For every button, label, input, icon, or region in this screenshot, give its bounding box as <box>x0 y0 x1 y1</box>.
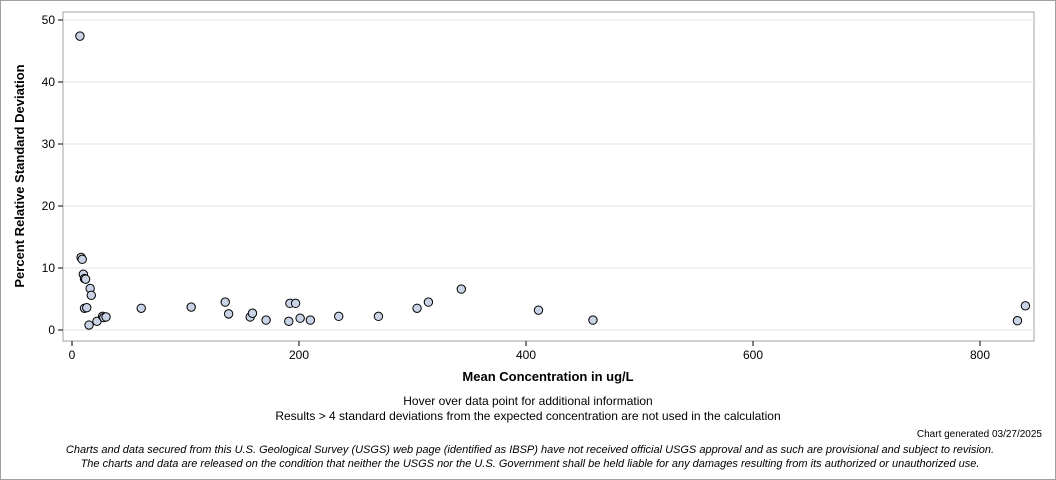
data-point[interactable] <box>588 315 598 325</box>
y-tick-label: 20 <box>42 199 56 213</box>
y-tick-label: 40 <box>42 75 56 89</box>
data-point[interactable] <box>290 298 301 309</box>
scatter-chart: 0 10 20 30 40 50 0 200 400 600 800 Mean Concentrat… <box>12 11 1035 384</box>
data-point[interactable] <box>80 274 91 284</box>
x-tick-label: 0 <box>69 348 76 362</box>
data-point[interactable] <box>186 302 196 312</box>
hover-note: Hover over data point for additional inf… <box>403 394 653 408</box>
data-point[interactable] <box>456 284 467 294</box>
data-point[interactable] <box>533 305 544 315</box>
y-axis-title: Percent Relative Standard Deviation <box>12 64 27 287</box>
data-point[interactable] <box>86 290 96 300</box>
data-point[interactable] <box>284 316 294 327</box>
y-tick-label: 50 <box>42 13 56 27</box>
data-point[interactable] <box>223 309 234 319</box>
y-tick-label: 10 <box>42 261 56 275</box>
x-axis-title: Mean Concentration in ug/L <box>462 369 633 384</box>
data-point[interactable] <box>101 312 111 322</box>
data-point[interactable] <box>261 315 271 325</box>
disclaimer-line-1: Charts and data secured from this U.S. G… <box>65 444 995 456</box>
x-tick-label: 400 <box>516 348 536 362</box>
y-tick-label: 0 <box>48 323 55 337</box>
data-point[interactable] <box>423 297 434 307</box>
data-point[interactable] <box>1012 316 1023 326</box>
data-point[interactable] <box>247 308 258 318</box>
data-point[interactable] <box>220 297 230 307</box>
data-point[interactable] <box>82 302 92 313</box>
data-point[interactable] <box>77 254 87 265</box>
axes: 0 10 20 30 40 50 0 200 400 600 800 <box>42 13 991 362</box>
data-point[interactable] <box>334 311 344 322</box>
data-point[interactable] <box>373 311 384 322</box>
data-point[interactable] <box>75 31 85 41</box>
y-tick-label: 30 <box>42 137 56 151</box>
results-note: Results > 4 standard deviations from the… <box>275 409 781 423</box>
data-point[interactable] <box>84 320 94 330</box>
disclaimer-line-2: The charts and data are released on the … <box>80 458 980 470</box>
plot-area <box>62 11 1035 342</box>
chart-generated-date: Chart generated 03/27/2025 <box>916 429 1042 440</box>
data-point[interactable] <box>136 303 146 313</box>
x-tick-label: 600 <box>743 348 763 362</box>
x-tick-label: 800 <box>970 348 990 362</box>
grid-lines <box>63 19 1034 331</box>
data-point[interactable] <box>412 303 422 313</box>
data-point[interactable] <box>1020 301 1031 311</box>
data-points[interactable] <box>75 31 1031 330</box>
data-point[interactable] <box>305 315 316 325</box>
data-point[interactable] <box>295 313 305 323</box>
x-tick-label: 200 <box>289 348 309 362</box>
